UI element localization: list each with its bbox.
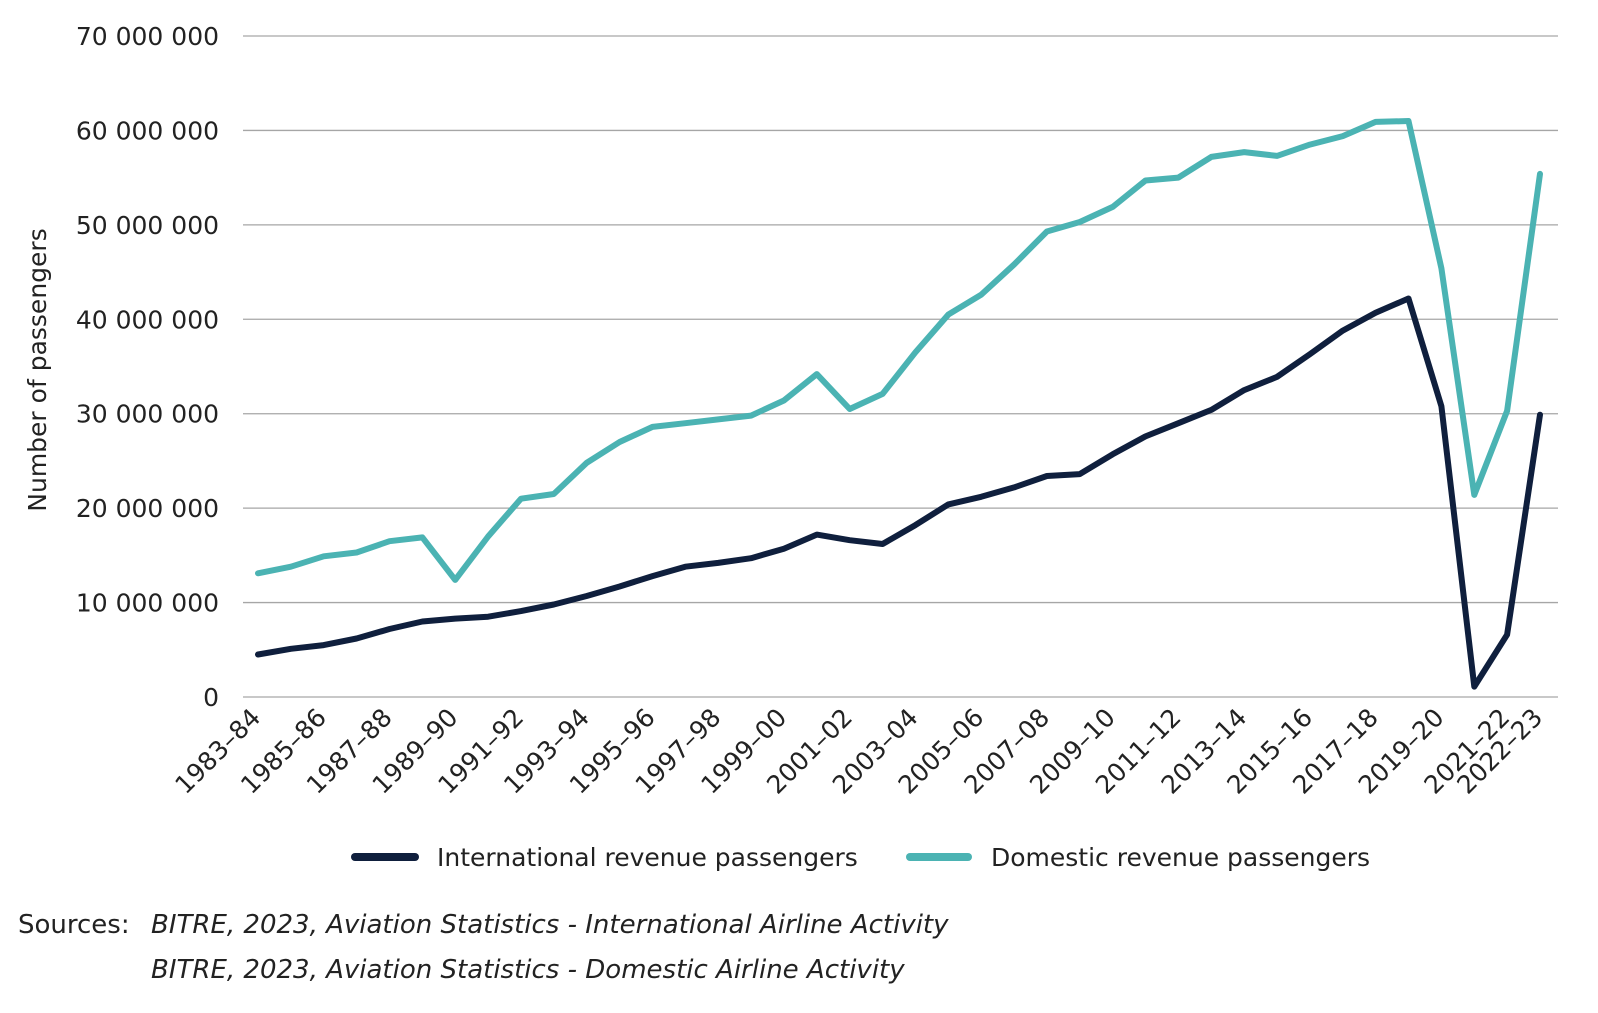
y-tick-label: 50 000 000	[76, 211, 219, 240]
sources-label: Sources:	[18, 910, 130, 940]
y-tick-label: 60 000 000	[76, 116, 219, 145]
y-axis-ticks: 0 10 000 000 20 000 000 30 000 000 40 000 00…	[76, 22, 219, 712]
legend-label-international: International revenue passengers	[437, 843, 858, 872]
series-line-domestic	[255, 118, 1543, 583]
y-axis-label: Number of passengers	[23, 228, 52, 511]
sources-note: Sources: BITRE, 2023, Aviation Statistics…	[18, 903, 949, 993]
y-tick-label: 30 000 000	[76, 400, 219, 429]
source-item: BITRE, 2023, Aviation Statistics - Inter…	[151, 910, 949, 940]
legend: International revenue passengers Domesti…	[351, 843, 1370, 872]
y-tick-label: 20 000 000	[76, 494, 219, 523]
series-lines	[255, 118, 1543, 690]
y-tick-label: 40 000 000	[76, 305, 219, 334]
x-axis-ticks: 1983–841985–861987–881989–901991–921993–…	[169, 703, 1548, 800]
y-tick-label: 70 000 000	[76, 22, 219, 51]
series-line-international	[255, 295, 1543, 690]
y-tick-label: 10 000 000	[76, 589, 219, 618]
y-tick-label: 0	[203, 683, 219, 712]
gridlines	[243, 35, 1558, 698]
line-chart: 0 10 000 000 20 000 000 30 000 000 40 000 00…	[23, 22, 1558, 872]
legend-label-domestic: Domestic revenue passengers	[991, 843, 1370, 872]
source-item: BITRE, 2023, Aviation Statistics - Domes…	[151, 955, 905, 985]
